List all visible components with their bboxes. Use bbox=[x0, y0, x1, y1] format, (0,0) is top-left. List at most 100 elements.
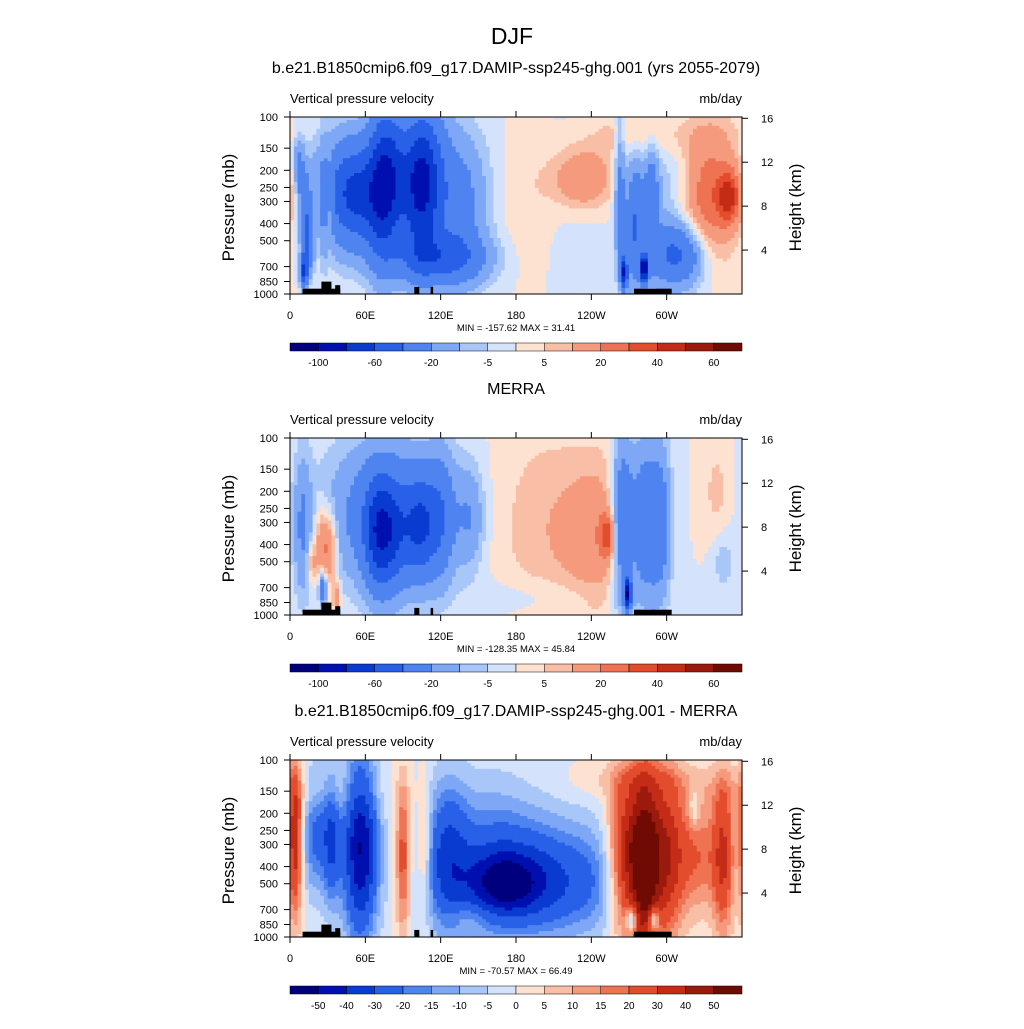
field-cell bbox=[519, 143, 525, 148]
field-cell bbox=[561, 149, 566, 153]
field-cell bbox=[655, 119, 660, 124]
field-cell bbox=[372, 217, 378, 221]
field-cell bbox=[538, 178, 543, 183]
field-cell bbox=[606, 152, 611, 156]
field-cell bbox=[497, 232, 502, 236]
field-cell bbox=[583, 140, 589, 145]
field-cell bbox=[670, 208, 675, 212]
field-cell bbox=[433, 173, 438, 177]
field-cell bbox=[595, 178, 600, 183]
field-cell bbox=[305, 187, 310, 192]
field-cell bbox=[331, 190, 336, 195]
field-cell bbox=[440, 199, 446, 204]
field-cell bbox=[323, 125, 329, 130]
field-cell bbox=[372, 140, 378, 145]
field-cell bbox=[414, 181, 419, 186]
field-cell bbox=[711, 128, 717, 133]
field-cell bbox=[644, 167, 649, 171]
field-cell bbox=[591, 226, 596, 230]
field-cell bbox=[542, 214, 547, 218]
field-cell bbox=[474, 226, 479, 230]
field-cell bbox=[372, 167, 378, 171]
field-cell bbox=[305, 196, 310, 201]
field-cell bbox=[666, 134, 672, 139]
field-cell bbox=[610, 149, 615, 153]
field-cell bbox=[719, 140, 724, 145]
field-cell bbox=[715, 211, 720, 215]
field-cell bbox=[361, 181, 366, 186]
field-cell bbox=[685, 164, 690, 168]
field-cell bbox=[644, 193, 649, 198]
field-cell bbox=[467, 176, 472, 180]
field-cell bbox=[312, 184, 317, 189]
field-cell bbox=[312, 187, 317, 192]
field-cell bbox=[316, 208, 321, 212]
field-cell bbox=[629, 122, 634, 127]
field-cell bbox=[448, 167, 453, 171]
field-cell bbox=[666, 208, 672, 212]
field-cell bbox=[583, 152, 589, 156]
field-cell bbox=[331, 237, 336, 242]
field-cell bbox=[500, 190, 506, 195]
field-cell bbox=[335, 173, 340, 177]
field-cell bbox=[617, 202, 623, 207]
field-cell bbox=[493, 170, 498, 174]
field-cell bbox=[613, 229, 619, 233]
field-cell bbox=[681, 117, 687, 121]
field-cell bbox=[666, 117, 672, 121]
field-cell bbox=[365, 167, 370, 171]
field-cell bbox=[632, 235, 638, 239]
field-cell bbox=[542, 226, 547, 230]
field-cell bbox=[677, 214, 683, 218]
field-cell bbox=[708, 167, 713, 171]
field-cell bbox=[726, 137, 732, 142]
field-cell bbox=[557, 155, 562, 159]
field-cell bbox=[429, 196, 434, 201]
field-cell bbox=[485, 178, 491, 183]
field-cell bbox=[527, 229, 532, 233]
field-cell bbox=[621, 217, 626, 221]
field-cell bbox=[391, 143, 397, 148]
field-cell bbox=[357, 214, 363, 218]
field-cell bbox=[293, 137, 299, 142]
field-cell bbox=[365, 137, 370, 142]
field-cell bbox=[305, 167, 310, 171]
field-cell bbox=[534, 117, 540, 121]
field-cell bbox=[421, 131, 427, 136]
field-cell bbox=[519, 229, 525, 233]
field-cell bbox=[587, 229, 592, 233]
field-cell bbox=[504, 193, 510, 198]
field-cell bbox=[549, 167, 555, 171]
field-cell bbox=[312, 193, 317, 198]
field-cell bbox=[587, 167, 592, 171]
field-cell bbox=[308, 226, 314, 230]
field-cell bbox=[297, 131, 302, 136]
field-cell bbox=[685, 143, 690, 148]
field-cell bbox=[478, 229, 483, 233]
field-cell bbox=[444, 217, 449, 221]
field-cell bbox=[357, 117, 363, 121]
field-cell bbox=[568, 232, 574, 236]
field-cell bbox=[587, 226, 592, 230]
field-cell bbox=[632, 226, 638, 230]
field-cell bbox=[625, 187, 630, 192]
field-cell bbox=[369, 178, 374, 183]
field-cell bbox=[406, 220, 412, 224]
field-cell bbox=[436, 137, 442, 142]
field-cell bbox=[376, 134, 381, 139]
field-cell bbox=[523, 226, 528, 230]
field-cell bbox=[598, 226, 604, 230]
field-cell bbox=[410, 223, 415, 227]
field-cell bbox=[662, 173, 668, 177]
field-cell bbox=[338, 199, 344, 204]
field-cell bbox=[542, 237, 547, 242]
field-cell bbox=[610, 208, 615, 212]
field-cell bbox=[444, 232, 449, 236]
field-cell bbox=[516, 196, 521, 201]
field-cell bbox=[350, 149, 355, 153]
field-cell bbox=[674, 131, 679, 136]
field-cell bbox=[557, 125, 562, 130]
field-cell bbox=[376, 161, 381, 165]
field-cell bbox=[564, 220, 570, 224]
field-cell bbox=[651, 173, 656, 177]
